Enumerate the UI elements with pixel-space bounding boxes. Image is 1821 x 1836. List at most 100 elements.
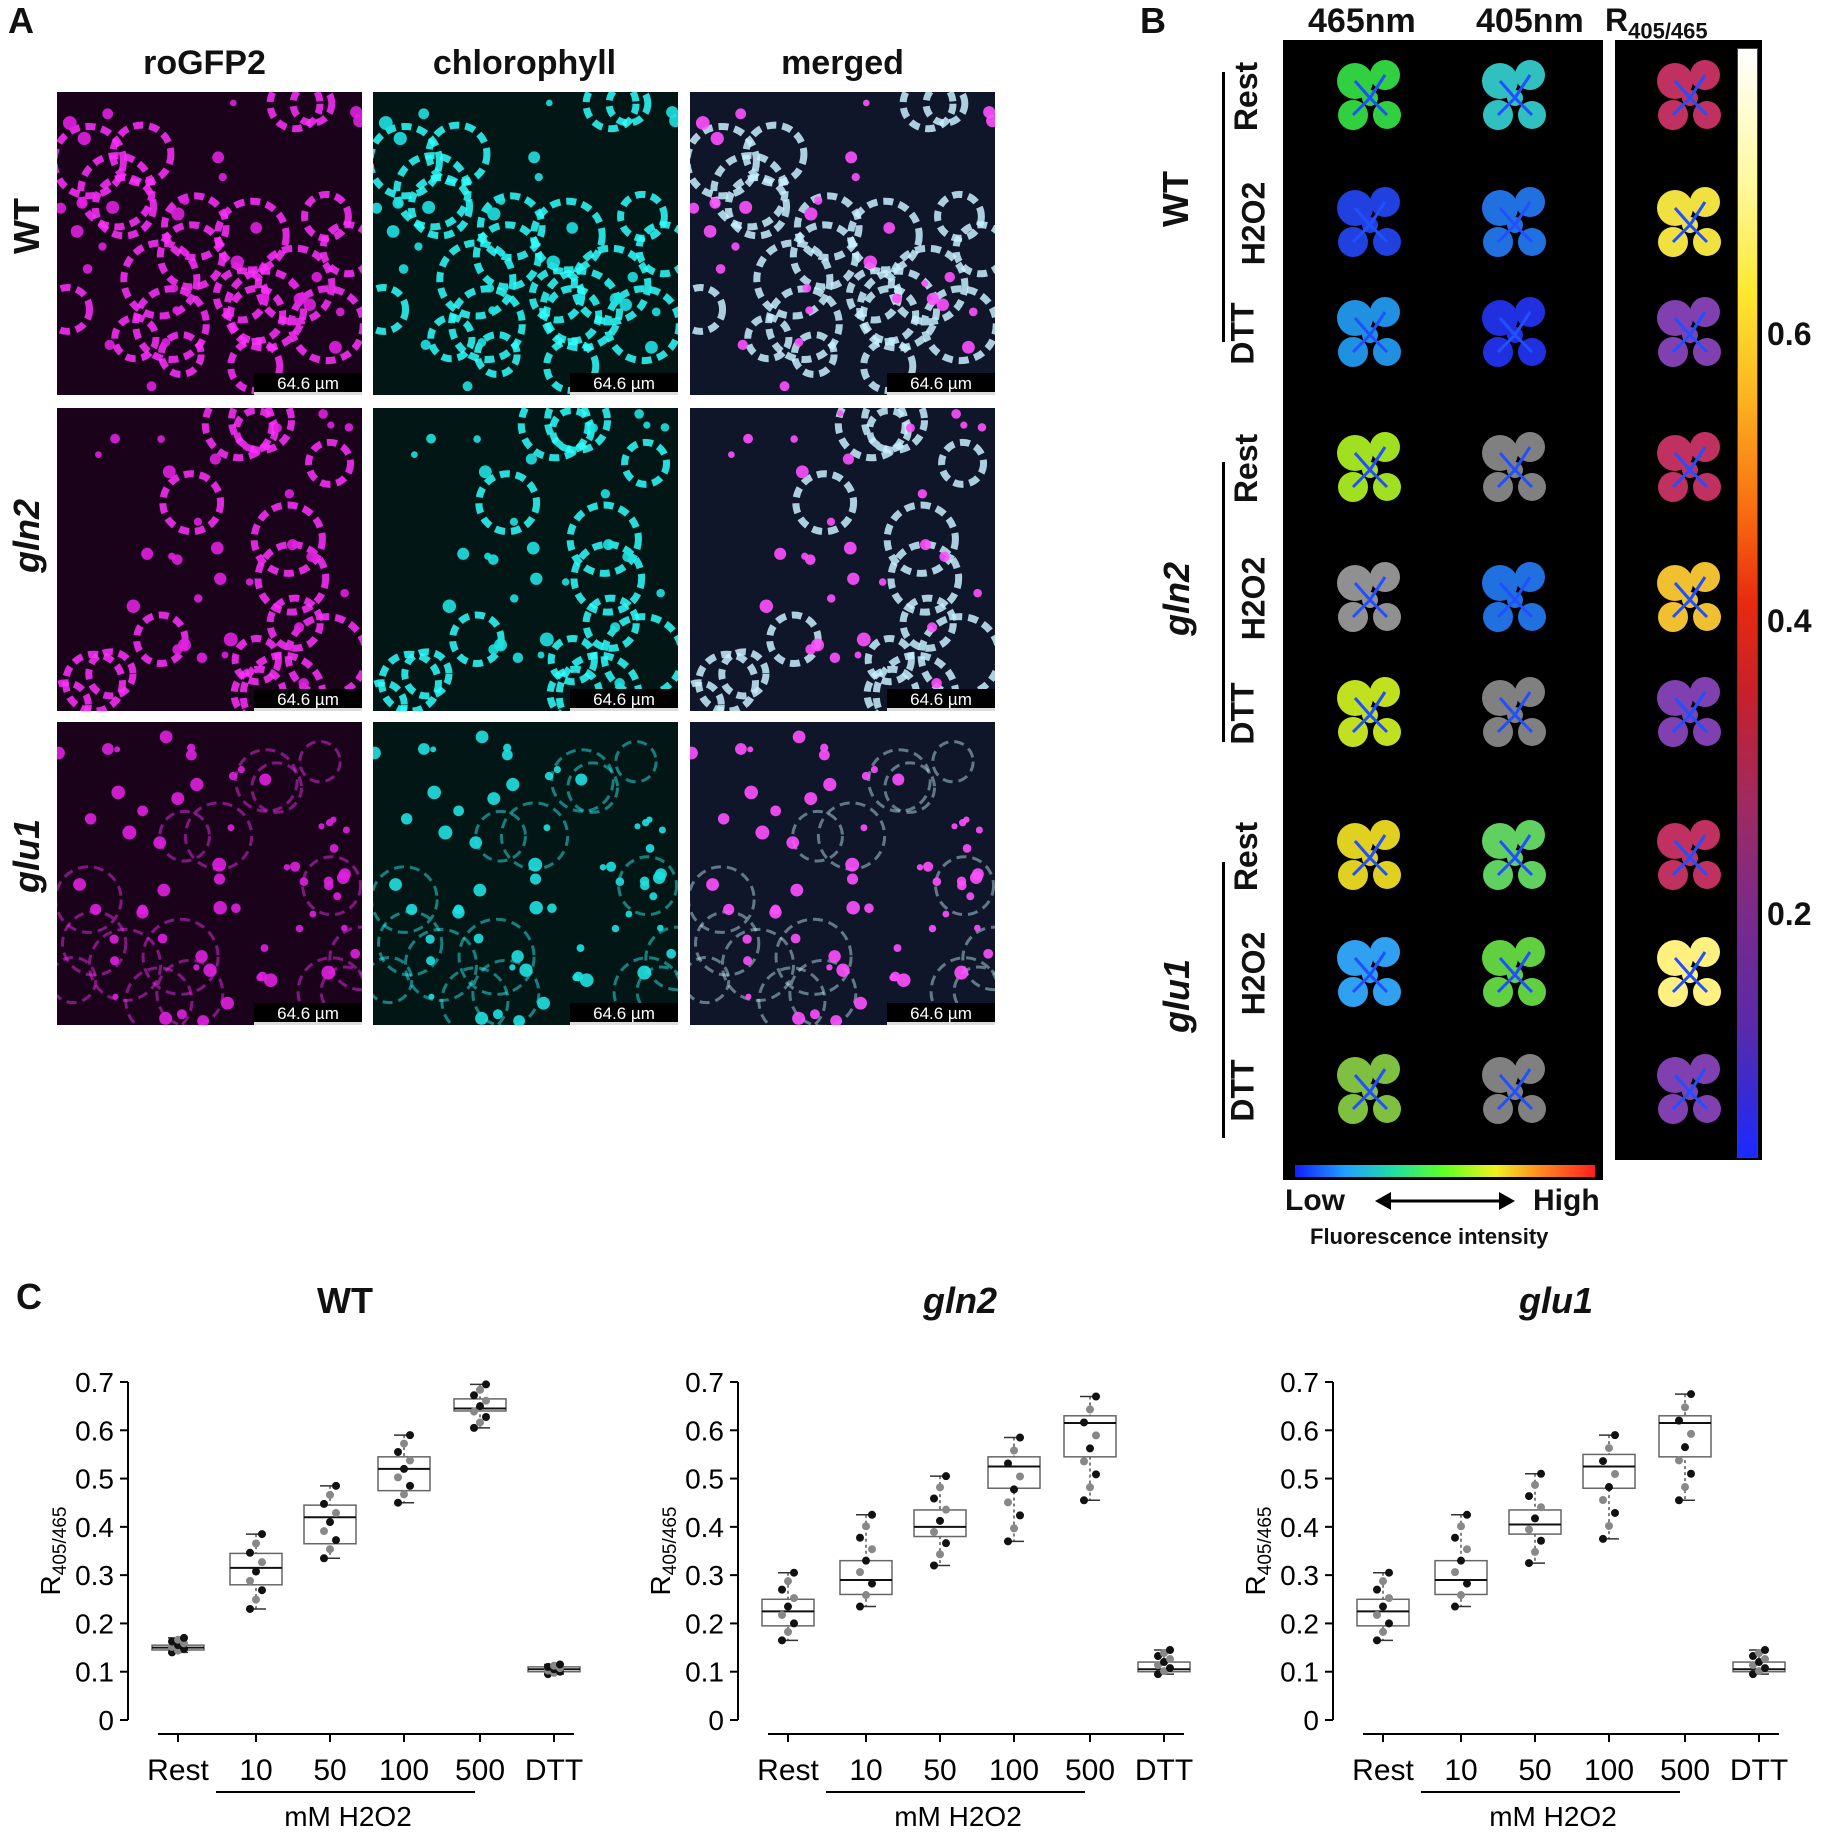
data-point	[168, 1637, 176, 1646]
seedling-image-gln2-h2o2-465nm	[1337, 562, 1401, 632]
data-point	[1525, 1525, 1533, 1534]
scale-bar: 64.6 µm	[570, 1003, 678, 1025]
data-point	[1166, 1645, 1174, 1654]
data-point	[1160, 1667, 1168, 1676]
scale-bar: 64.6 µm	[570, 689, 678, 711]
data-point	[1537, 1469, 1545, 1478]
data-point	[400, 1490, 408, 1499]
data-point	[1531, 1514, 1539, 1523]
data-point	[1605, 1444, 1613, 1453]
data-point	[868, 1545, 876, 1554]
treatment-label: mM H2O2	[284, 1801, 412, 1830]
colorbar-tick-04: 0.4	[1767, 603, 1812, 639]
cond-label-gln2-dtt: DTT	[1224, 682, 1261, 745]
data-point	[1004, 1537, 1012, 1546]
y-tick-label: 0.3	[1280, 1560, 1319, 1591]
data-point	[856, 1568, 864, 1577]
y-tick-label: 0.1	[685, 1657, 724, 1688]
row-label-wt: WT	[6, 198, 47, 254]
bracket-gln2	[1222, 462, 1225, 742]
seedling-image-wt-rest-ratio	[1657, 60, 1721, 130]
ratio-title: R405/465	[1605, 2, 1708, 44]
y-tick-label: 0.2	[1280, 1608, 1319, 1639]
box-10	[839, 1559, 893, 1596]
data-point	[1016, 1433, 1024, 1442]
y-tick-label: 0.7	[1280, 1370, 1319, 1398]
data-point	[784, 1602, 792, 1611]
data-point	[1755, 1658, 1763, 1667]
data-point	[258, 1586, 266, 1595]
x-tick-label: DTT	[1730, 1754, 1788, 1787]
y-tick-label: 0.6	[685, 1415, 724, 1446]
data-point	[1537, 1503, 1545, 1512]
data-point	[320, 1527, 328, 1536]
data-point	[1004, 1459, 1012, 1468]
cond-label-wt-rest: Rest	[1228, 61, 1265, 132]
data-point	[1687, 1429, 1695, 1438]
data-point	[1166, 1655, 1174, 1664]
data-point	[942, 1539, 950, 1548]
data-point	[1004, 1498, 1012, 1507]
micrograph-wt-merged: 64.6 µm	[690, 92, 995, 395]
data-point	[862, 1591, 870, 1600]
colorbar-tick-06: 0.6	[1767, 316, 1812, 352]
intensity-image-panel	[1283, 40, 1603, 1180]
col-title-465nm: 465nm	[1308, 2, 1416, 40]
data-point	[406, 1456, 414, 1465]
data-point	[246, 1548, 254, 1557]
data-point	[1687, 1390, 1695, 1399]
data-point	[942, 1472, 950, 1481]
data-point	[246, 1604, 254, 1613]
data-point	[1451, 1602, 1459, 1611]
x-tick-label: 50	[923, 1754, 956, 1787]
data-point	[1010, 1485, 1018, 1494]
scale-bar: 64.6 µm	[254, 373, 362, 395]
data-point	[1166, 1664, 1174, 1673]
data-point	[1385, 1619, 1393, 1628]
box-plot-glu1: 0 0.1 0.2 0.3 0.4 0.5 0.6 0.7 R405/465 Rest 10 50 10…	[1240, 1370, 1788, 1830]
y-tick-label: 0.1	[1280, 1657, 1319, 1688]
seedling-image-wt-rest-465nm	[1337, 60, 1401, 130]
data-point	[180, 1633, 188, 1642]
data-point	[476, 1402, 484, 1411]
data-point	[556, 1660, 564, 1669]
y-tick-label: 0.2	[75, 1608, 114, 1639]
cond-label-wt-h2o2: H2O2	[1235, 181, 1272, 266]
seedling-image-gln2-rest-405nm	[1482, 432, 1546, 502]
data-point	[1599, 1457, 1607, 1466]
data-point	[862, 1556, 870, 1565]
box-100	[1582, 1453, 1636, 1489]
cond-label-wt-dtt: DTT	[1224, 302, 1261, 365]
data-point	[1154, 1661, 1162, 1670]
data-point	[1525, 1559, 1533, 1568]
data-point	[1755, 1667, 1763, 1676]
data-point	[1092, 1392, 1100, 1401]
seedling-image-wt-dtt-ratio	[1657, 297, 1721, 367]
geno-label-glu1: glu1	[1156, 958, 1198, 1034]
y-tick-label: 0.2	[685, 1608, 724, 1639]
data-point	[1761, 1645, 1769, 1654]
treatment-label: mM H2O2	[1489, 1801, 1617, 1830]
data-point	[1755, 1649, 1763, 1658]
data-point	[406, 1481, 414, 1490]
data-point	[1605, 1483, 1613, 1492]
data-point	[252, 1539, 260, 1548]
scale-bar: 64.6 µm	[570, 373, 678, 395]
x-tick-label: 10	[849, 1754, 882, 1787]
x-tick-label: 50	[313, 1754, 346, 1787]
data-point	[1080, 1418, 1088, 1427]
y-tick-label: 0.5	[1280, 1464, 1319, 1495]
scale-bar: 64.6 µm	[887, 373, 995, 395]
y-tick-label: 0	[1303, 1705, 1319, 1736]
x-tick-label: 10	[239, 1754, 272, 1787]
data-point	[326, 1490, 334, 1499]
scale-bar: 64.6 µm	[254, 689, 362, 711]
seedling-image-gln2-rest-ratio	[1657, 432, 1721, 502]
data-point	[1457, 1522, 1465, 1531]
seedling-image-glu1-rest-405nm	[1482, 820, 1546, 890]
data-point	[470, 1407, 478, 1416]
seedling-image-gln2-h2o2-405nm	[1482, 562, 1546, 632]
x-tick-label: Rest	[757, 1754, 819, 1787]
data-point	[1457, 1556, 1465, 1565]
col-title-rogfp2: roGFP2	[143, 44, 266, 82]
